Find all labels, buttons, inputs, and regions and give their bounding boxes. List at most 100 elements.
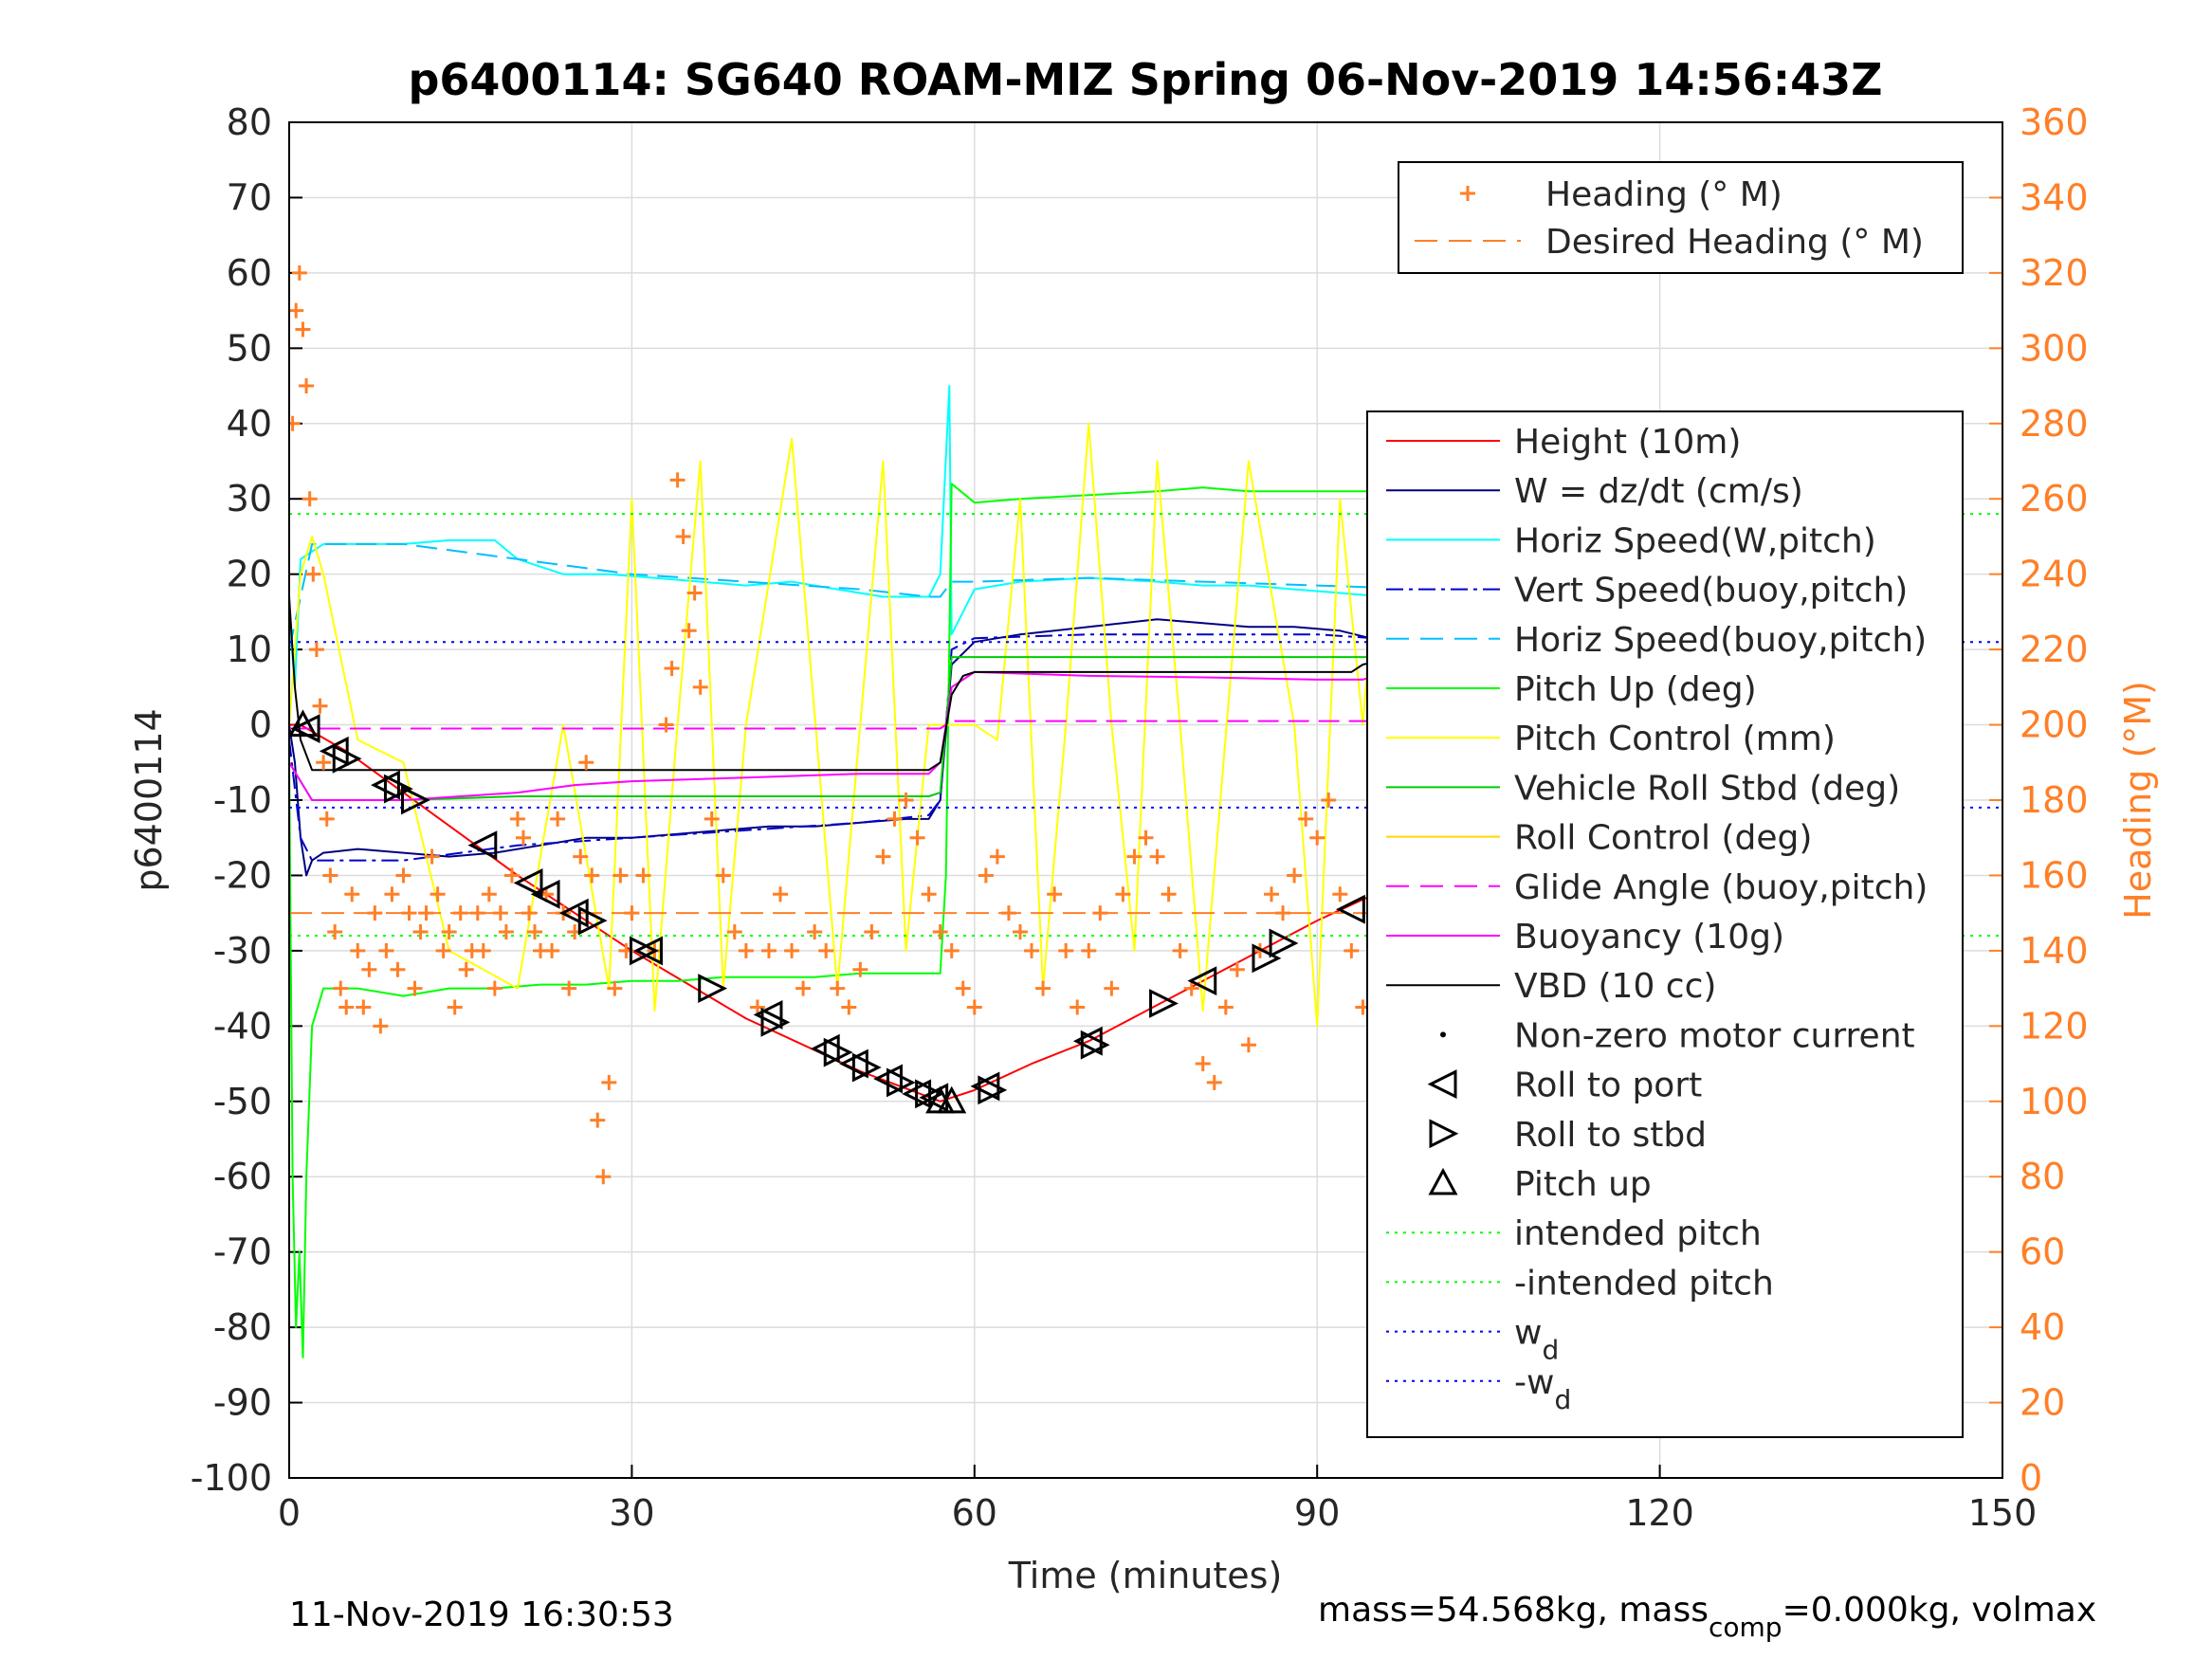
heading-point xyxy=(475,942,491,958)
heading-point xyxy=(795,980,812,996)
heading-point xyxy=(390,961,406,977)
heading-point xyxy=(322,867,338,884)
heading-point xyxy=(458,961,474,977)
heading-point xyxy=(681,623,697,639)
y-axis-label: p6400114 xyxy=(128,708,170,891)
heading-point xyxy=(704,811,720,827)
footer-timestamp: 11-Nov-2019 16:30:53 xyxy=(289,1595,674,1634)
legend-main-label: VBD (10 cc) xyxy=(1514,967,1716,1006)
y-tick-label: 40 xyxy=(227,403,272,445)
heading-point xyxy=(898,793,914,808)
legend-main-label: Horiz Speed(buoy,pitch) xyxy=(1514,621,1927,660)
heading-point xyxy=(561,980,577,996)
heading-point xyxy=(607,980,623,996)
y-tick-label: -90 xyxy=(213,1382,272,1424)
heading-point xyxy=(584,867,600,884)
heading-point xyxy=(327,924,343,940)
heading-point xyxy=(658,717,674,733)
heading-point xyxy=(1321,793,1337,808)
chart-title: p6400114: SG640 ROAM-MIZ Spring 06-Nov-2… xyxy=(408,54,1882,105)
heading-point xyxy=(1264,886,1280,902)
heading-point xyxy=(726,924,742,940)
heading-point xyxy=(807,924,823,940)
heading-point xyxy=(289,302,304,319)
legend-heading-label: Desired Heading (° M) xyxy=(1545,223,1924,262)
heading-point xyxy=(1138,830,1154,846)
y-tick-label: -60 xyxy=(213,1156,272,1197)
series-glide-angle-buoy-pitch xyxy=(289,720,1751,730)
heading-point xyxy=(435,942,451,958)
y-tick-label: 80 xyxy=(227,101,272,143)
heading-point xyxy=(669,472,686,488)
roll-to-stbd-marker xyxy=(1080,1030,1110,1060)
heading-point xyxy=(515,830,531,846)
legend-main-label: Buoyancy (10g) xyxy=(1514,918,1784,957)
heading-point xyxy=(509,811,525,827)
heading-point xyxy=(527,924,543,940)
heading-point xyxy=(978,867,994,884)
roll-to-stbd-marker xyxy=(401,785,430,815)
legend-swatch xyxy=(1460,186,1475,201)
footer-mass-sub: comp xyxy=(1709,1612,1782,1643)
y2-tick-label: 220 xyxy=(2020,629,2089,670)
roll-to-stbd-marker xyxy=(978,1075,1008,1105)
legend-main-label: intended pitch xyxy=(1514,1214,1762,1253)
heading-point xyxy=(887,811,903,827)
heading-point xyxy=(338,999,355,1015)
y2-tick-label: 40 xyxy=(2020,1306,2065,1348)
roll-to-port-marker xyxy=(633,936,663,966)
y2-tick-label: 120 xyxy=(2020,1005,2089,1047)
heading-point xyxy=(875,848,891,865)
heading-point xyxy=(418,905,434,921)
heading-point xyxy=(447,999,463,1015)
y-tick-label: -10 xyxy=(213,779,272,821)
heading-point xyxy=(1298,811,1314,827)
heading-point xyxy=(1058,942,1074,958)
heading-point xyxy=(841,999,857,1015)
y-tick-label: 0 xyxy=(249,704,272,746)
heading-point xyxy=(1229,961,1245,977)
heading-point xyxy=(344,886,360,902)
y-tick-label: -80 xyxy=(213,1306,272,1348)
plot-frame xyxy=(288,121,2003,1479)
y2-tick-label: 200 xyxy=(2020,704,2089,746)
heading-point xyxy=(289,415,301,431)
legend-main-label: Pitch Up (deg) xyxy=(1514,670,1757,709)
heading-point xyxy=(308,642,324,658)
heading-point xyxy=(578,755,594,771)
heading-point xyxy=(1047,886,1063,902)
heading-point xyxy=(692,679,708,695)
heading-point xyxy=(612,867,629,884)
legend-main-label: Pitch up xyxy=(1514,1165,1652,1204)
y2-tick-label: 20 xyxy=(2020,1382,2065,1424)
heading-point xyxy=(452,905,468,921)
heading-point xyxy=(1081,942,1097,958)
heading-point xyxy=(469,905,485,921)
legend-main-label: Roll Control (deg) xyxy=(1514,819,1812,858)
heading-point xyxy=(1012,924,1028,940)
roll-to-stbd-marker xyxy=(332,743,362,774)
heading-point xyxy=(305,566,321,582)
roll-to-port-marker xyxy=(753,999,783,1030)
y2-tick-label: 360 xyxy=(2020,101,2089,143)
heading-point xyxy=(492,905,508,921)
heading-point xyxy=(590,1112,606,1128)
heading-point xyxy=(521,905,537,921)
heading-point xyxy=(852,961,868,977)
heading-point xyxy=(749,999,765,1015)
legend-main-label: W = dz/dt (cm/s) xyxy=(1514,472,1803,511)
heading-point xyxy=(295,321,311,337)
heading-point xyxy=(1126,848,1143,865)
heading-point xyxy=(1092,905,1108,921)
heading-point xyxy=(686,585,703,601)
legend-pitch-up-icon xyxy=(1428,1167,1458,1195)
heading-point xyxy=(664,660,680,676)
legend-swatch xyxy=(1427,1069,1457,1100)
heading-point xyxy=(635,867,651,884)
heading-point xyxy=(356,999,372,1015)
pitch-up-marker xyxy=(289,709,318,738)
roll-to-port-marker xyxy=(467,830,498,861)
y2-tick-label: 80 xyxy=(2020,1156,2065,1197)
heading-point xyxy=(384,886,400,902)
heading-point xyxy=(1332,886,1348,902)
